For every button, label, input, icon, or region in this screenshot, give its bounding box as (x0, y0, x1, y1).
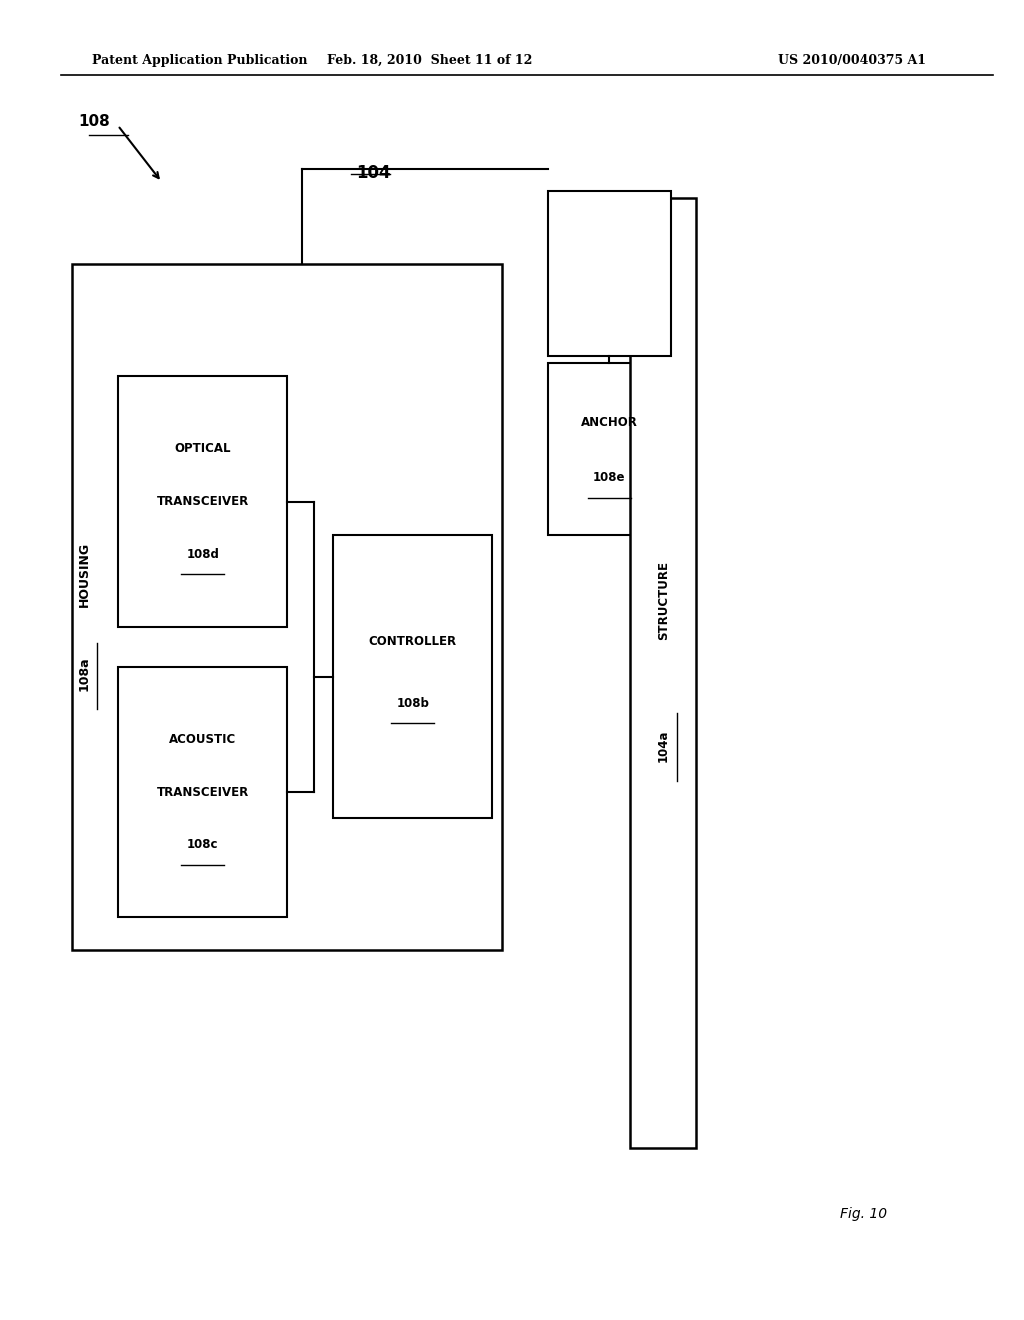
Text: 104a: 104a (657, 730, 670, 762)
Bar (118, 376, 287, 627)
Text: 108e: 108e (593, 471, 626, 484)
Text: CONTROLLER: CONTROLLER (369, 635, 457, 648)
Text: Feb. 18, 2010  Sheet 11 of 12: Feb. 18, 2010 Sheet 11 of 12 (328, 54, 532, 67)
Text: HOUSING: HOUSING (78, 541, 90, 607)
Text: 108b: 108b (396, 697, 429, 710)
Text: US 2010/0040375 A1: US 2010/0040375 A1 (778, 54, 927, 67)
Text: TRANSCEIVER: TRANSCEIVER (157, 785, 249, 799)
Bar (548, 191, 671, 356)
Text: Patent Application Publication: Patent Application Publication (92, 54, 307, 67)
Text: ACOUSTIC: ACOUSTIC (169, 733, 237, 746)
Bar (333, 535, 492, 818)
Text: STRUCTURE: STRUCTURE (657, 561, 670, 640)
Text: 108a: 108a (78, 656, 90, 690)
Text: Fig. 10: Fig. 10 (840, 1206, 887, 1221)
Text: OPTICAL: OPTICAL (174, 442, 231, 455)
Bar (72, 264, 502, 950)
Text: ANCHOR: ANCHOR (581, 416, 638, 429)
Bar (118, 667, 287, 917)
Text: 108: 108 (78, 114, 110, 129)
Text: 108d: 108d (186, 548, 219, 561)
Text: 108c: 108c (187, 838, 218, 851)
Bar (548, 363, 671, 535)
Text: TRANSCEIVER: TRANSCEIVER (157, 495, 249, 508)
Text: 104: 104 (356, 164, 391, 182)
Bar (630, 198, 696, 1148)
